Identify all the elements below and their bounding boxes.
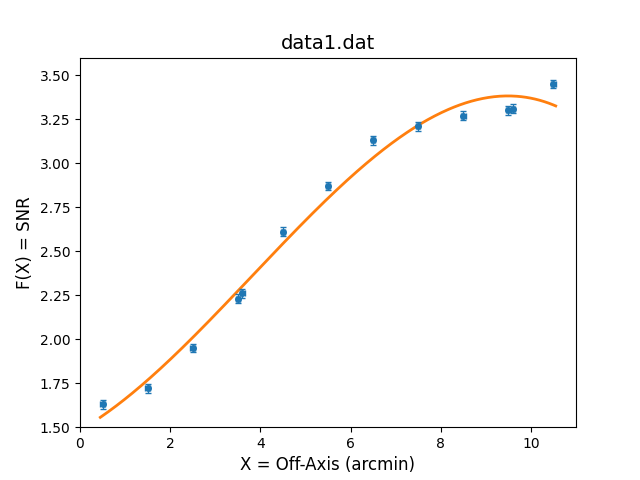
Title: data1.dat: data1.dat bbox=[281, 34, 375, 53]
X-axis label: X = Off-Axis (arcmin): X = Off-Axis (arcmin) bbox=[241, 456, 415, 474]
Y-axis label: F(X) = SNR: F(X) = SNR bbox=[16, 196, 34, 289]
